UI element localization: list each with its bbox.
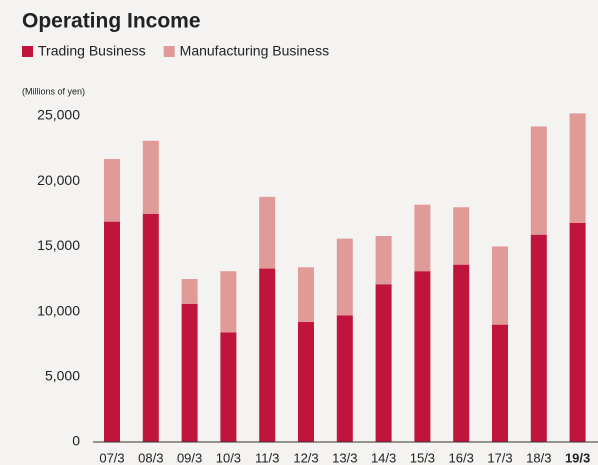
bar-segment	[142, 140, 159, 214]
bar-segment	[259, 268, 276, 442]
bar-segment	[336, 315, 353, 442]
x-tick-label: 19/3	[565, 450, 590, 465]
y-tick-label: 5,000	[45, 368, 80, 384]
bar-segment	[336, 238, 353, 316]
y-tick-label: 15,000	[37, 237, 80, 253]
x-tick-label: 12/3	[293, 450, 318, 465]
y-tick-label: 20,000	[37, 172, 80, 188]
x-tick-label: 16/3	[449, 450, 474, 465]
bar-segment	[569, 113, 586, 223]
bar-segment	[453, 264, 470, 442]
bar-segment	[298, 267, 314, 323]
x-tick-label: 11/3	[255, 450, 279, 465]
bar-segment	[375, 235, 392, 285]
bar-segment	[414, 271, 431, 442]
bar-segment	[492, 324, 508, 442]
bar-segment	[569, 222, 586, 442]
legend-label: Manufacturing Business	[180, 43, 329, 59]
bar-segment	[181, 303, 198, 442]
legend-label: Trading Business	[38, 43, 146, 59]
bar-segment	[530, 126, 547, 235]
x-tick-label: 07/3	[99, 450, 124, 465]
x-tick-label: 08/3	[138, 450, 163, 465]
bar-segment	[492, 246, 508, 325]
y-tick-label: 10,000	[37, 302, 80, 318]
x-tick-label: 18/3	[526, 450, 551, 465]
x-tick-label: 15/3	[410, 450, 435, 465]
bar-segment	[453, 207, 470, 265]
bar-segment	[220, 332, 237, 442]
bar-segment	[181, 279, 198, 304]
bar-segment	[220, 271, 237, 333]
bar-segment	[104, 159, 120, 222]
legend-swatch	[163, 46, 175, 57]
chart-title: Operating Income	[22, 10, 201, 33]
bar-segment	[142, 213, 159, 442]
bar-segment	[298, 322, 314, 442]
x-tick-label: 09/3	[177, 450, 202, 465]
bar-segment	[375, 284, 392, 442]
x-tick-label: 13/3	[332, 450, 357, 465]
bar-segment	[530, 234, 547, 442]
y-unit: (Millions of yen)	[22, 86, 85, 96]
x-tick-label: 17/3	[487, 450, 512, 465]
y-tick-label: 25,000	[37, 107, 80, 123]
x-tick-label: 10/3	[216, 450, 241, 465]
x-tick-label: 14/3	[371, 450, 396, 465]
y-tick-label: 0	[72, 433, 80, 449]
legend-swatch	[22, 46, 33, 57]
bar-segment	[414, 204, 431, 272]
bar-segment	[104, 221, 120, 442]
bar-segment	[259, 196, 276, 269]
